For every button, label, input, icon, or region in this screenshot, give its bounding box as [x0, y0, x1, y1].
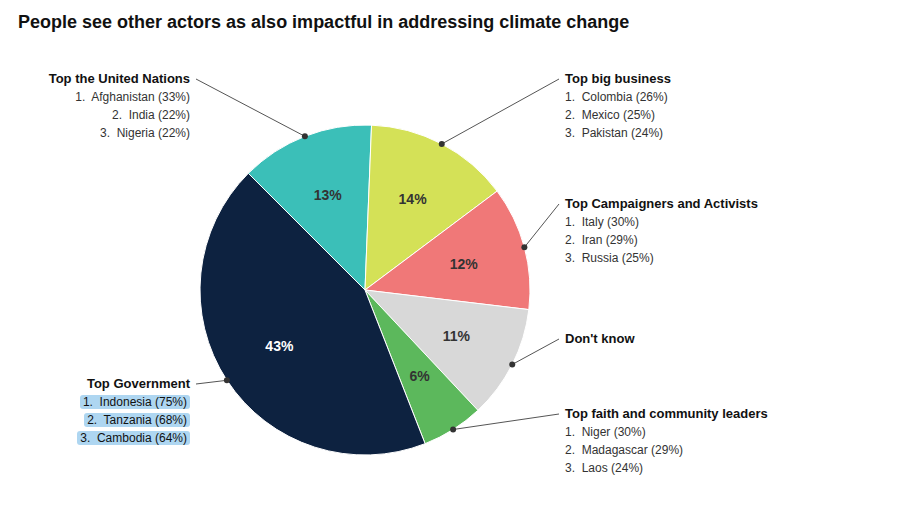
html-text:1. Afghanistan (33%): 1. Afghanistan (33%): [75, 90, 190, 104]
html-text:Top Government: Top Government: [87, 376, 190, 391]
svg-text:6%: 6%: [410, 368, 431, 384]
html-text:3. Pakistan (24%): 3. Pakistan (24%): [565, 126, 663, 140]
html-text:2. Madagascar (29%): 2. Madagascar (29%): [565, 443, 684, 457]
html-text:2. India (22%): 2. India (22%): [112, 108, 190, 122]
html-text:Top faith and community leader: Top faith and community leaders: [565, 406, 768, 421]
html-text:3. Cambodia (64%): 3. Cambodia (64%): [80, 431, 187, 445]
html-text:Top big business: Top big business: [565, 71, 671, 86]
html-text:3. Nigeria (22%): 3. Nigeria (22%): [100, 126, 190, 140]
svg-text:43%: 43%: [265, 338, 294, 354]
svg-text:14%: 14%: [399, 191, 428, 207]
html-text:3. Laos (24%): 3. Laos (24%): [565, 461, 643, 475]
html-text:Top Campaigners and Activists: Top Campaigners and Activists: [565, 196, 758, 211]
html-text:Top the United Nations: Top the United Nations: [48, 71, 190, 86]
html-text:People see other actors as als: People see other actors as also impactfu…: [18, 12, 630, 32]
svg-text:13%: 13%: [314, 187, 343, 203]
html-text:2. Tanzania (68%): 2. Tanzania (68%): [87, 413, 187, 427]
html-text:1. Italy (30%): 1. Italy (30%): [565, 215, 639, 229]
html-text:2. Iran (29%): 2. Iran (29%): [565, 233, 638, 247]
svg-text:11%: 11%: [443, 328, 471, 344]
html-text:Don't know: Don't know: [565, 331, 635, 346]
html-text:1. Colombia (26%): 1. Colombia (26%): [565, 90, 668, 104]
html-text:2. Mexico (25%): 2. Mexico (25%): [565, 108, 655, 122]
svg-text:12%: 12%: [450, 256, 479, 272]
html-text:1. Indonesia (75%): 1. Indonesia (75%): [82, 395, 187, 409]
html-text:3. Russia (25%): 3. Russia (25%): [565, 251, 654, 265]
html-text:1. Niger (30%): 1. Niger (30%): [565, 425, 646, 439]
